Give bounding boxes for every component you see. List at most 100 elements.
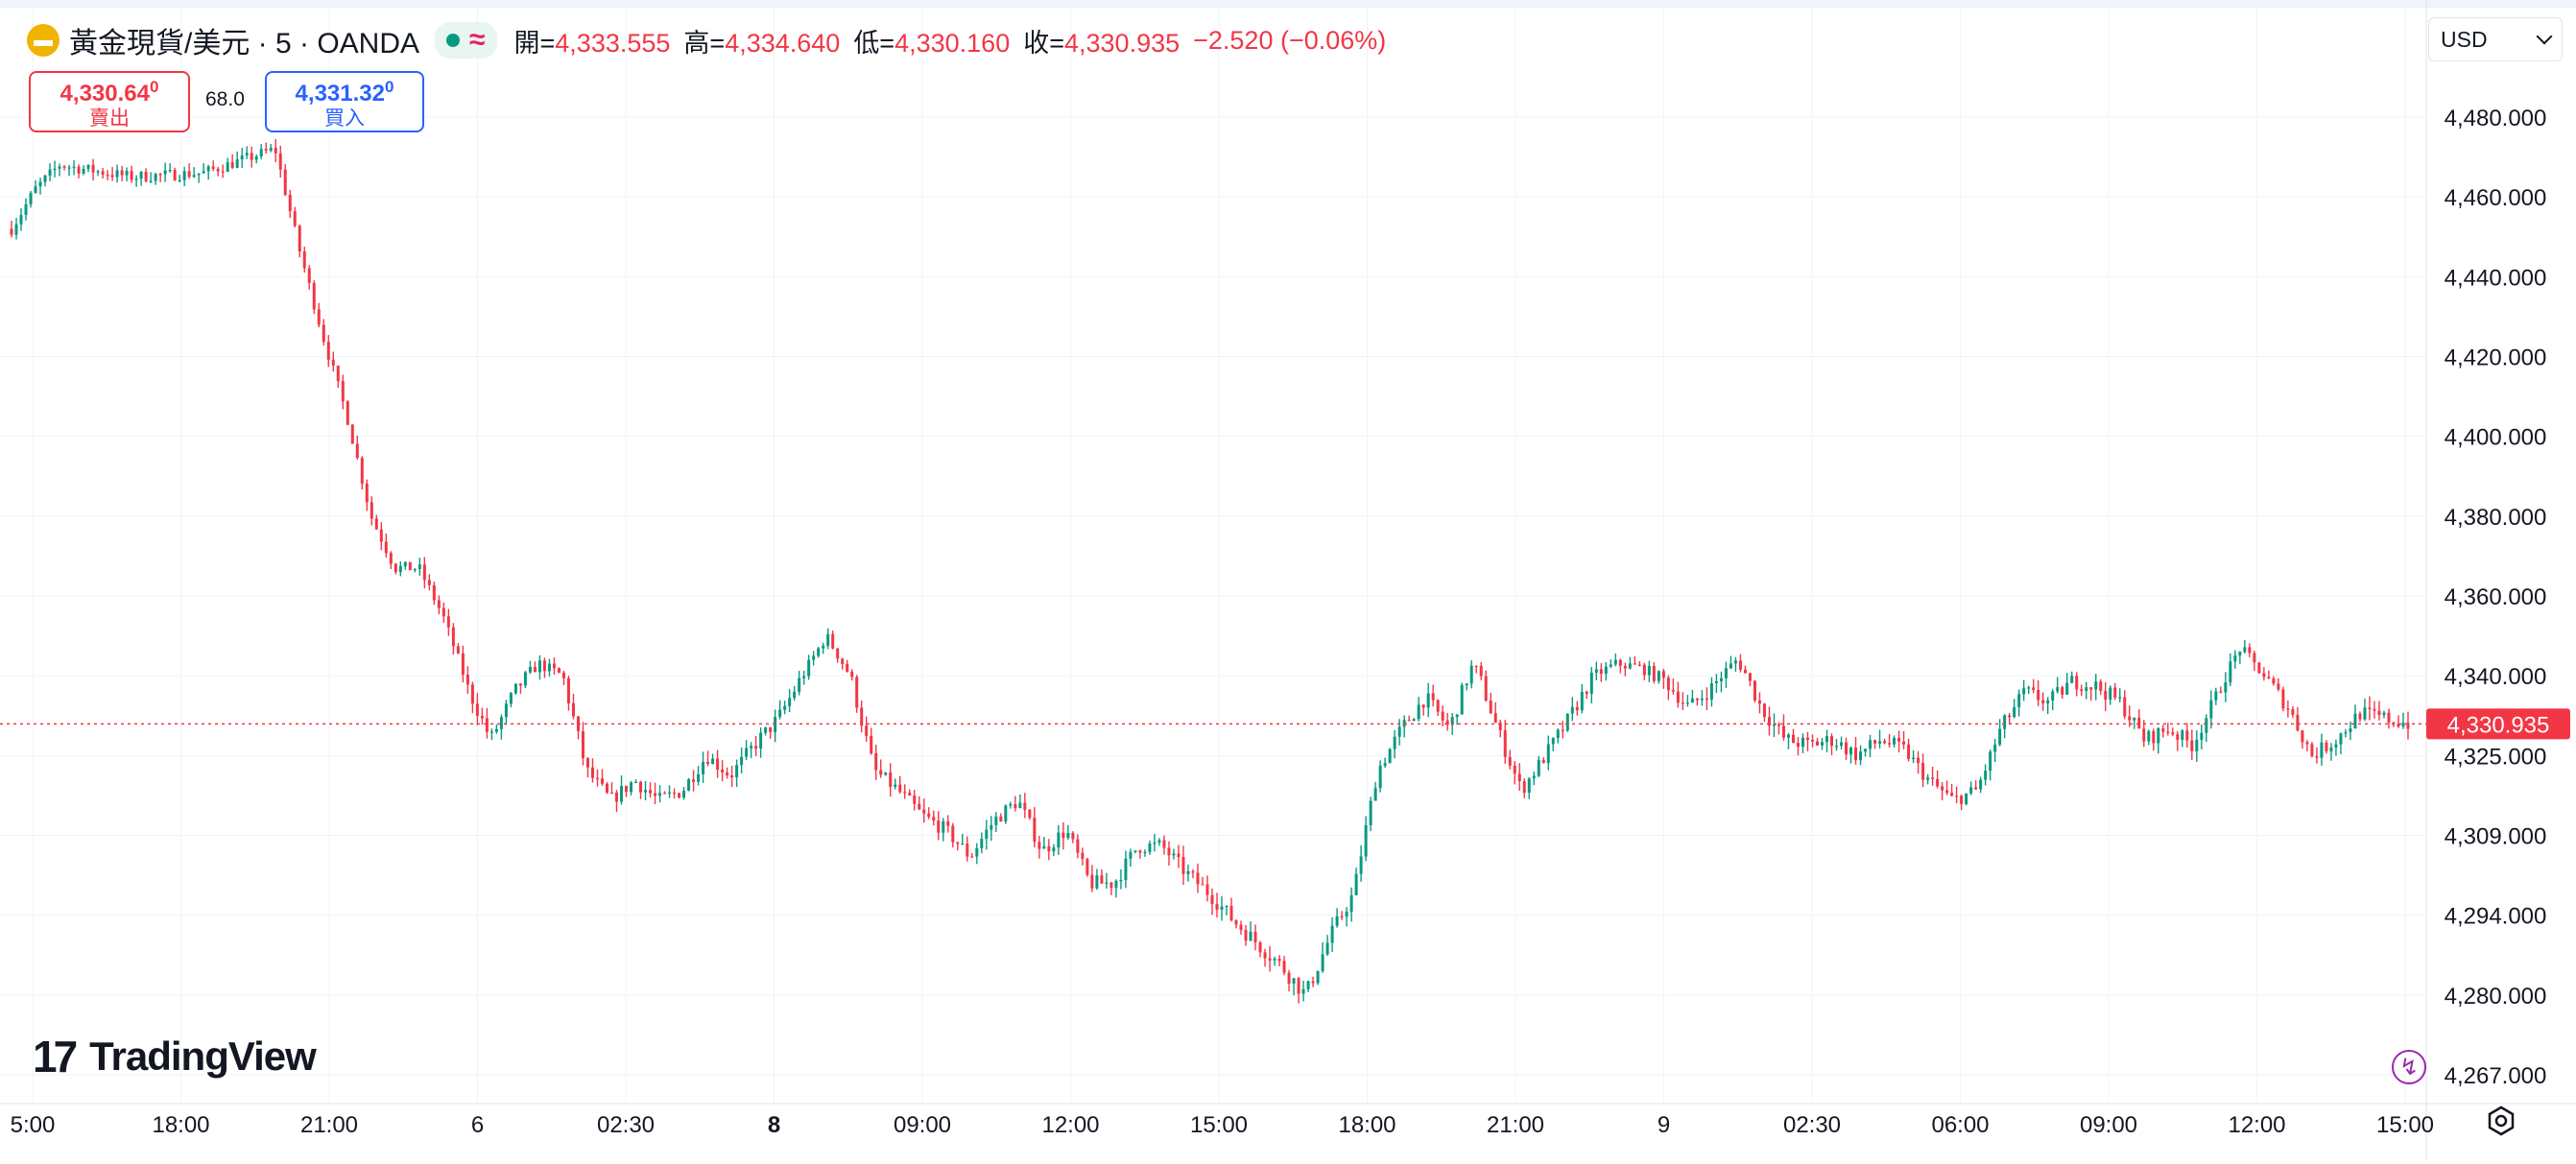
candle-body	[245, 153, 249, 155]
candle-body	[38, 181, 42, 187]
candle-body	[1057, 832, 1061, 848]
candle-body	[2238, 652, 2242, 655]
market-status[interactable]: ≈	[435, 22, 497, 59]
candle-body	[682, 790, 686, 798]
candle-body	[692, 779, 696, 782]
candle-body	[1225, 905, 1228, 908]
candle-body	[1652, 665, 1656, 681]
sell-button[interactable]: 4,330.640 賣出	[29, 71, 190, 132]
candle-body	[999, 816, 1003, 822]
candle-body	[206, 166, 210, 172]
candle-body	[2013, 706, 2016, 718]
candle-body	[980, 838, 984, 848]
x-tick-label: 09:00	[2080, 1112, 2137, 1138]
candle-body	[1748, 673, 1752, 681]
candle-body	[1777, 724, 1780, 726]
candle-body	[2262, 673, 2266, 677]
currency-select[interactable]: USD	[2428, 17, 2563, 61]
candle-body	[1186, 870, 1190, 874]
candle-body	[1229, 905, 1233, 921]
candle-body	[1676, 691, 1680, 703]
candle-body	[1998, 728, 2002, 745]
tradingview-logo[interactable]: 17 TradingView	[33, 1031, 317, 1082]
candle-body	[197, 173, 201, 176]
candle-body	[615, 793, 619, 802]
candle-body	[1926, 777, 1930, 780]
candle-body	[927, 813, 931, 818]
candle-body	[1465, 683, 1468, 686]
candle-body	[1681, 702, 1684, 704]
candle-body	[937, 820, 941, 833]
candle-body	[2027, 687, 2031, 689]
candle-body	[413, 568, 417, 571]
candle-body	[398, 566, 402, 573]
time-axis[interactable]: 5:00 18:00 21:00 6 02:30 8 09:00 12:00 15:00 18:0…	[11, 1112, 2434, 1138]
buy-button[interactable]: 4,331.320 買入	[265, 71, 424, 132]
candle-body	[1825, 736, 1829, 743]
candle-body	[2219, 691, 2223, 693]
candle-body	[2133, 717, 2136, 721]
candle-body	[2056, 687, 2060, 692]
candle-body	[1984, 771, 1988, 780]
candle-body	[2286, 708, 2290, 710]
candle-body	[1311, 981, 1315, 984]
candle-body	[2080, 689, 2084, 692]
candle-body	[1493, 713, 1497, 724]
candle-body	[72, 166, 76, 168]
candle-body	[1205, 884, 1209, 895]
candle-body	[1941, 786, 1944, 791]
candle-body	[595, 777, 599, 779]
candle-body	[2315, 756, 2319, 758]
x-tick-label: 21:00	[300, 1112, 358, 1138]
candle-body	[1589, 672, 1593, 694]
candle-body	[2291, 708, 2295, 715]
candle-body	[620, 785, 624, 802]
candle-body	[513, 683, 517, 694]
gold-bars-icon[interactable]: ▬	[27, 24, 60, 57]
candle-body	[1585, 691, 1588, 694]
candle-body	[53, 168, 57, 171]
symbol-title[interactable]: 黃金現貨/美元 · 5 · OANDA	[69, 28, 420, 59]
candle-body	[1743, 669, 1747, 674]
candle-body	[1263, 952, 1267, 959]
candle-body	[1532, 775, 1536, 779]
market-open-dot-icon	[446, 34, 461, 47]
candle-body	[557, 668, 561, 674]
candle-body	[283, 169, 287, 195]
candle-body	[2406, 723, 2410, 729]
lightning-icon[interactable]: ↯	[2392, 1050, 2426, 1084]
candle-body	[1426, 693, 1430, 708]
candle-body	[605, 783, 608, 794]
candle-body	[1873, 740, 1877, 744]
candle-body	[34, 186, 37, 194]
candle-body	[1330, 925, 1334, 943]
candle-body	[721, 769, 725, 772]
y-tick-label: 4,380.000	[2445, 505, 2547, 531]
candle-body	[946, 820, 950, 826]
candle-body	[2041, 700, 2045, 704]
y-tick-label: 4,294.000	[2445, 904, 2547, 930]
candle-body	[585, 758, 589, 768]
candle-body	[1791, 734, 1795, 744]
candle-body	[1671, 690, 1675, 692]
candle-body	[1580, 691, 1584, 711]
candle-body	[2032, 687, 2036, 690]
candle-body	[1917, 757, 1920, 764]
price-axis[interactable]: 4,480.000 4,460.000 4,440.000 4,420.000 4,40…	[2426, 106, 2570, 1089]
candle-body	[2142, 728, 2146, 742]
candle-body	[2320, 742, 2324, 758]
candle-body	[2325, 742, 2328, 752]
candle-body	[2339, 733, 2343, 745]
candle-body	[1335, 915, 1339, 926]
gear-icon[interactable]	[2486, 1105, 2516, 1136]
candle-body	[1551, 738, 1555, 745]
candle-body	[331, 359, 335, 367]
candle-body	[1061, 832, 1065, 839]
candle-body	[1869, 740, 1872, 749]
candle-body	[2224, 682, 2228, 693]
candle-body	[178, 179, 181, 182]
candle-body	[2305, 742, 2309, 745]
candle-body	[417, 564, 421, 569]
